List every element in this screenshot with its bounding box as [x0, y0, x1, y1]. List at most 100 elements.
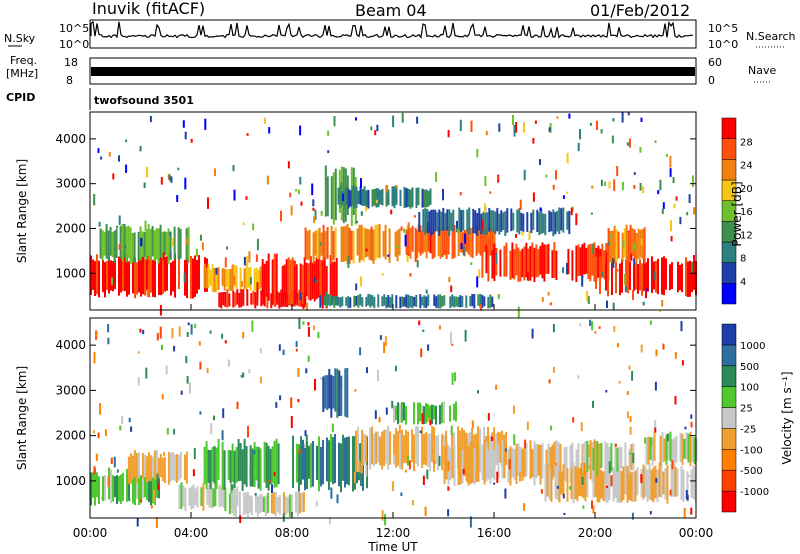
data-cell: [284, 496, 287, 516]
data-speck: [552, 324, 555, 333]
data-cell: [378, 223, 381, 259]
data-cell: [469, 441, 472, 484]
data-speck: [478, 269, 481, 278]
data-speck: [592, 505, 595, 514]
y-tick-label: 4000: [55, 132, 86, 146]
data-cell: [210, 482, 213, 509]
data-cell: [465, 229, 468, 252]
data-cell: [574, 466, 577, 500]
data-cell: [128, 470, 130, 500]
data-speck: [227, 359, 230, 367]
data-cell: [633, 264, 635, 291]
data-speck: [295, 189, 298, 192]
data-cell: [377, 188, 380, 208]
data-cell: [163, 231, 166, 256]
data-cell: [630, 471, 633, 502]
data-cell: [326, 437, 328, 482]
data-speck: [484, 176, 487, 186]
data-cell: [375, 188, 378, 208]
data-cell: [665, 258, 667, 290]
data-cell: [218, 292, 221, 308]
data-cell: [599, 256, 601, 294]
y-tick-label: 3000: [55, 383, 86, 397]
data-cell: [415, 426, 418, 464]
data-cell: [477, 294, 480, 306]
data-cell: [383, 429, 386, 466]
data-cell: [141, 231, 144, 258]
data-speck: [654, 270, 657, 281]
data-cell: [129, 453, 132, 485]
data-speck: [402, 410, 405, 417]
data-cell: [459, 447, 462, 485]
data-speck: [612, 302, 615, 311]
data-cell: [471, 227, 474, 258]
data-cell: [598, 464, 601, 503]
data-cell: [308, 445, 310, 479]
data-cell: [137, 231, 140, 261]
data-cell: [616, 463, 619, 503]
data-cell: [192, 484, 195, 509]
data-speck: [659, 179, 662, 191]
data-cell: [155, 450, 158, 480]
data-cell: [419, 225, 422, 256]
data-cell: [417, 224, 420, 253]
data-cell: [102, 476, 104, 502]
data-speck: [354, 389, 357, 392]
data-cell: [550, 211, 553, 232]
data-speck: [477, 390, 479, 394]
data-speck: [582, 505, 585, 509]
data-cell: [632, 471, 635, 502]
data-cell: [578, 467, 581, 497]
data-speck: [306, 302, 309, 311]
data-speck: [675, 196, 678, 201]
data-cell: [417, 426, 420, 467]
data-cell: [618, 467, 621, 503]
power-y-label: Slant Range [km]: [15, 159, 29, 263]
data-speck: [476, 149, 479, 158]
data-cell: [114, 259, 116, 290]
freq-label: Freq.: [10, 54, 37, 67]
data-cell: [105, 224, 108, 259]
data-cell: [329, 255, 332, 305]
data-cell: [273, 440, 276, 488]
data-cell: [427, 433, 430, 468]
data-speck: [690, 261, 693, 274]
data-cell: [586, 468, 589, 498]
data-cell: [324, 231, 327, 259]
data-cell: [151, 456, 154, 478]
data-speck: [448, 276, 451, 283]
data-cell: [614, 443, 617, 473]
data-speck: [180, 390, 183, 395]
data-cell: [232, 290, 235, 308]
data-cell: [141, 452, 144, 479]
data-speck: [146, 289, 149, 297]
data-cell: [686, 471, 689, 497]
data-cell: [661, 431, 664, 463]
noise-panel: N.Sky 10^5 10^0 10^5 10^0 N.Search: [4, 19, 796, 51]
data-cell: [649, 437, 652, 460]
data-speck: [124, 245, 127, 249]
data-speck: [650, 438, 653, 446]
data-cell: [660, 463, 663, 498]
data-cell: [691, 262, 693, 293]
data-speck: [662, 202, 665, 209]
data-speck: [295, 341, 298, 347]
data-speck: [107, 476, 110, 488]
data-cell: [336, 368, 339, 418]
data-speck: [407, 222, 410, 228]
data-cell: [330, 226, 333, 264]
data-speck: [381, 273, 384, 276]
data-speck: [353, 471, 356, 484]
data-speck: [686, 212, 689, 216]
data-cell: [560, 471, 563, 495]
data-cell: [453, 444, 456, 487]
data-cell: [643, 227, 646, 264]
data-cell: [538, 212, 541, 236]
data-speck: [612, 258, 615, 268]
data-speck: [658, 309, 661, 312]
data-cell: [620, 447, 623, 469]
data-cell: [281, 265, 284, 304]
data-speck: [592, 400, 594, 408]
data-cell: [212, 488, 215, 508]
data-cell: [437, 294, 440, 309]
